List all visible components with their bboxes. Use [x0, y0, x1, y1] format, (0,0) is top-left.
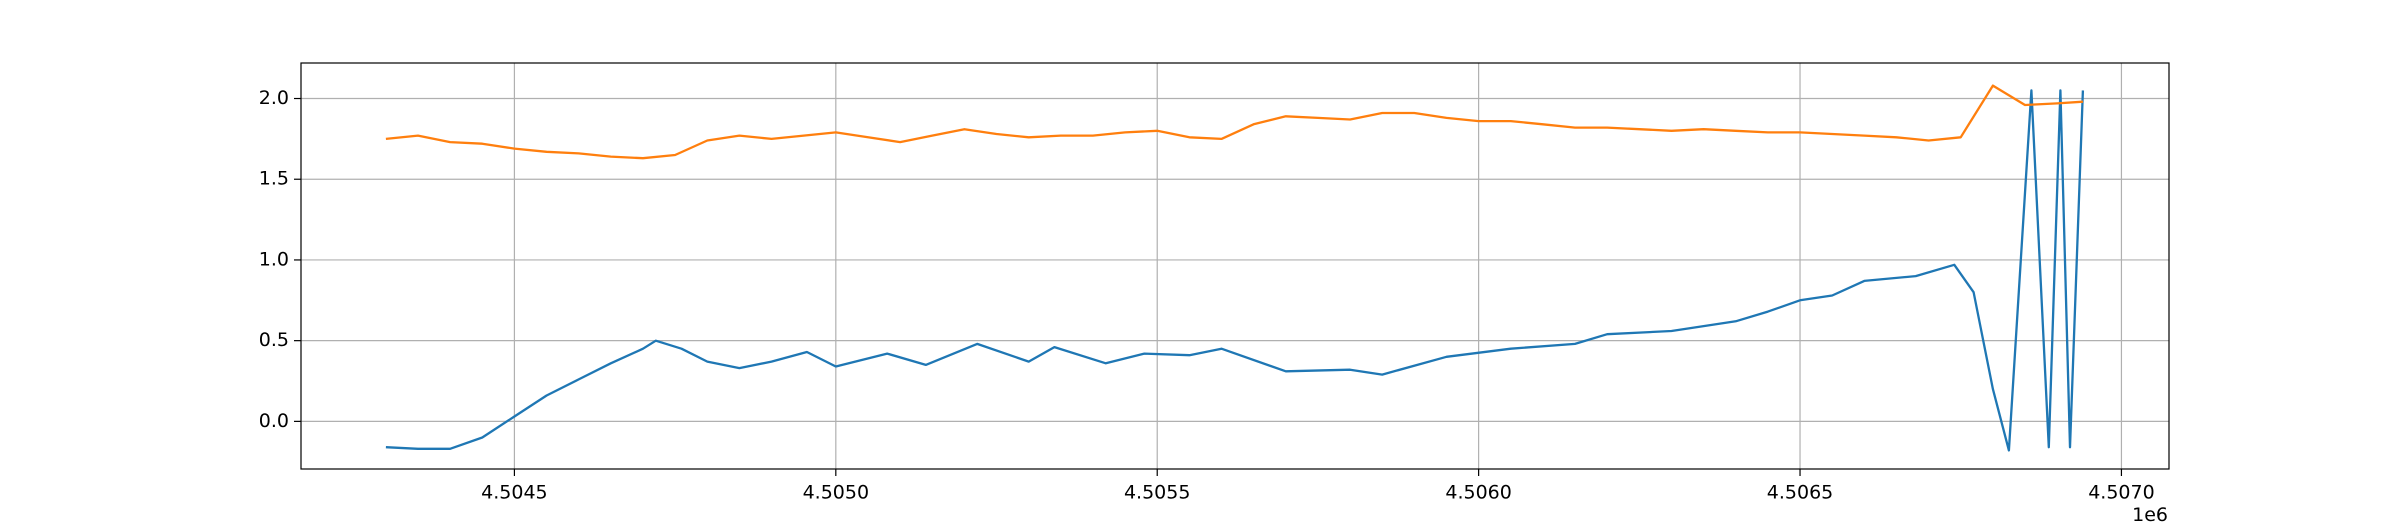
y-tick-label: 2.0	[259, 87, 289, 109]
x-tick-label: 4.5045	[481, 482, 547, 504]
x-tick-label: 4.5055	[1124, 482, 1190, 504]
line-series	[385, 84, 2083, 160]
x-tick-label: 4.5060	[1445, 482, 1511, 504]
x-tick-label: 4.5065	[1767, 482, 1833, 504]
axes-frame	[300, 62, 2170, 470]
x-tick-label: 4.5070	[2088, 482, 2154, 504]
y-tick-label: 0.5	[259, 329, 289, 351]
x-tick-label: 4.5050	[803, 482, 869, 504]
y-tick-label: 1.5	[259, 168, 289, 190]
y-tick-label: 0.0	[259, 410, 289, 432]
y-tick-label: 1.0	[259, 248, 289, 270]
line-series	[385, 89, 2085, 452]
x-offset-label: 1e6	[2132, 504, 2168, 525]
